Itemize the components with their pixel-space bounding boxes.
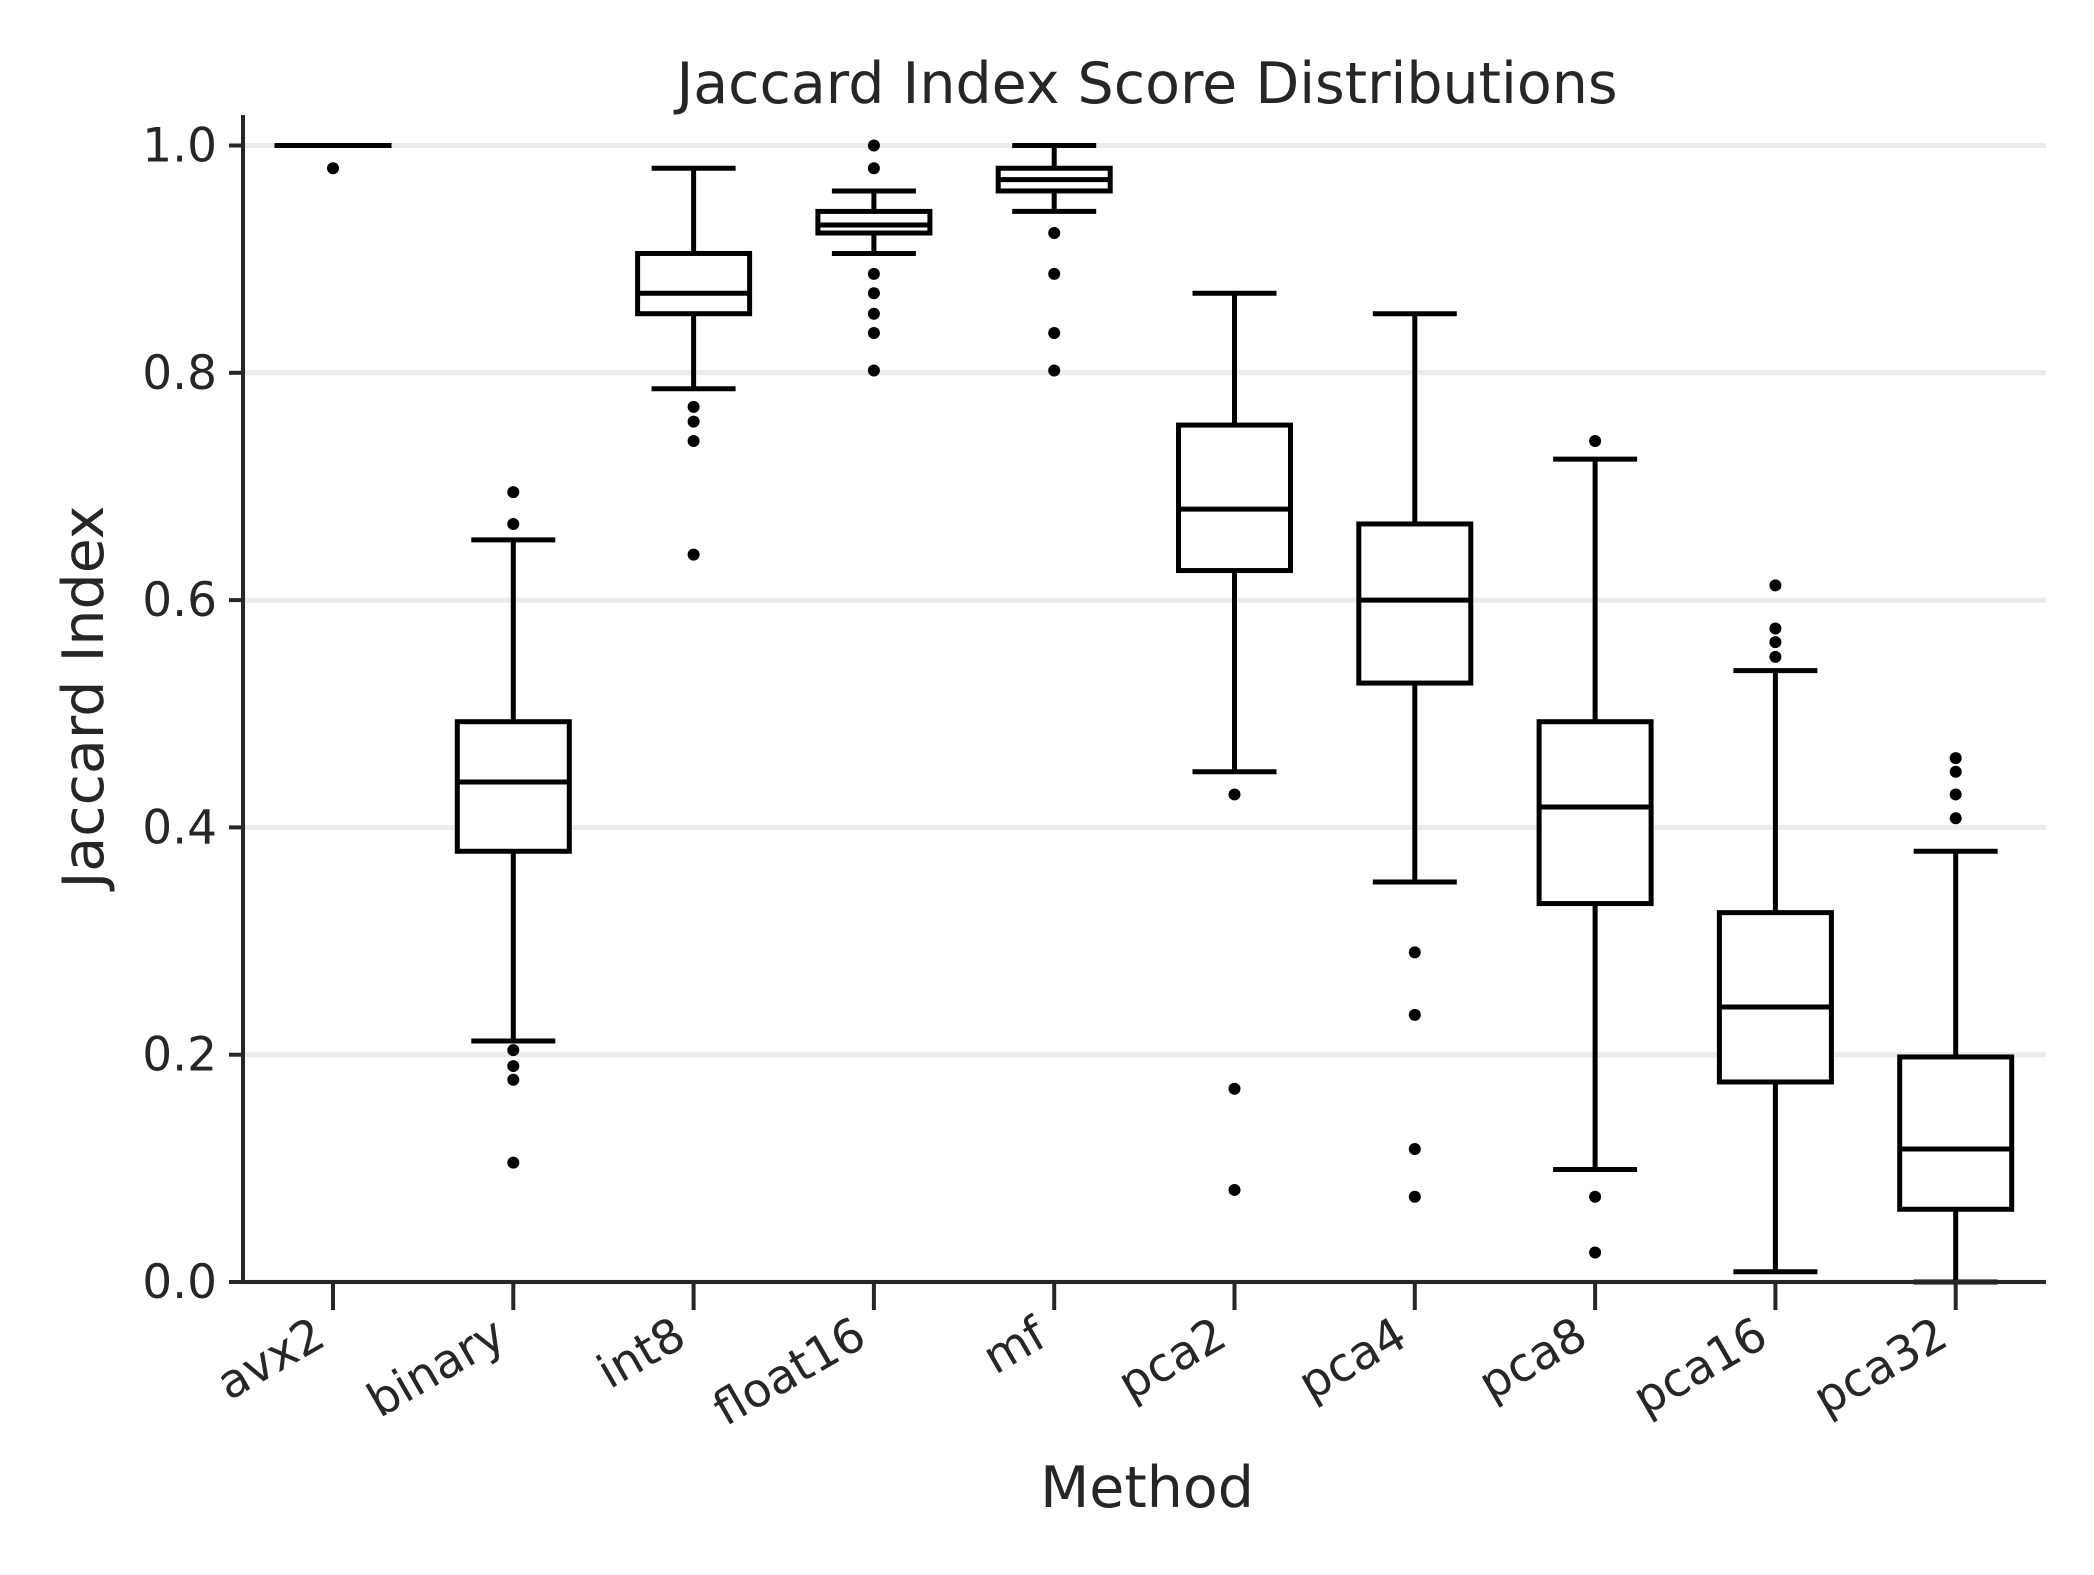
outlier-point	[1769, 623, 1781, 635]
iqr-box	[638, 253, 750, 313]
outlier-point	[868, 287, 880, 299]
x-tick-label: pca16	[1624, 1307, 1776, 1427]
outlier-point	[1229, 1083, 1241, 1095]
outlier-point	[1589, 1246, 1601, 1258]
outlier-point	[1048, 268, 1060, 280]
x-axis-label: Method	[1040, 1455, 1254, 1521]
outlier-point	[1769, 579, 1781, 591]
box-float16	[818, 140, 930, 377]
iqr-box	[1539, 722, 1651, 904]
outlier-point	[507, 1044, 519, 1056]
y-tick-label: 0.8	[142, 346, 217, 401]
box-pca4	[1359, 314, 1471, 1203]
y-tick-label: 1.0	[142, 119, 217, 174]
chart-title: Jaccard Index Score Distributions	[673, 51, 1617, 117]
outlier-point	[1229, 1184, 1241, 1196]
x-tick-label: float16	[704, 1307, 875, 1437]
box-mf	[998, 146, 1110, 377]
outlier-point	[1950, 812, 1962, 824]
x-tick-label: pca4	[1289, 1307, 1416, 1412]
x-tick-label: mf	[974, 1306, 1057, 1386]
outlier-point	[327, 162, 339, 174]
outlier-point	[507, 1074, 519, 1086]
outlier-point	[507, 1060, 519, 1072]
iqr-box	[1719, 913, 1831, 1082]
y-tick-label: 0.4	[142, 800, 217, 855]
outlier-point	[1048, 365, 1060, 377]
iqr-box	[818, 211, 930, 233]
outlier-point	[868, 268, 880, 280]
outlier-point	[868, 140, 880, 152]
boxes-layer	[277, 140, 2012, 1283]
outlier-point	[1048, 227, 1060, 239]
outlier-point	[1589, 435, 1601, 447]
x-tick-label: pca8	[1470, 1307, 1597, 1412]
x-tick-label: binary	[358, 1307, 514, 1429]
outlier-point	[868, 327, 880, 339]
iqr-box	[1900, 1057, 2012, 1209]
outlier-point	[688, 401, 700, 413]
box-int8	[638, 168, 750, 560]
outlier-point	[1950, 766, 1962, 778]
box-pca2	[1179, 293, 1291, 1196]
outlier-point	[507, 1157, 519, 1169]
x-tick-label: int8	[588, 1307, 694, 1400]
box-pca16	[1719, 579, 1831, 1271]
outlier-point	[868, 365, 880, 377]
outlier-point	[507, 486, 519, 498]
iqr-box	[1359, 524, 1471, 683]
iqr-box	[1179, 425, 1291, 570]
outlier-point	[1769, 651, 1781, 663]
x-tick-label: pca32	[1804, 1307, 1956, 1427]
outlier-point	[1769, 636, 1781, 648]
outlier-point	[1048, 327, 1060, 339]
y-tick-label: 0.0	[142, 1255, 217, 1310]
outlier-point	[1409, 1143, 1421, 1155]
outlier-point	[1229, 788, 1241, 800]
outlier-point	[1409, 946, 1421, 958]
outlier-point	[868, 308, 880, 320]
y-tick-label: 0.2	[142, 1028, 217, 1083]
outlier-point	[507, 518, 519, 530]
y-axis-label: Jaccard Index	[51, 506, 117, 892]
outlier-point	[1950, 752, 1962, 764]
iqr-box	[457, 722, 569, 852]
outlier-point	[688, 435, 700, 447]
box-pca8	[1539, 435, 1651, 1258]
outlier-point	[1409, 1009, 1421, 1021]
outlier-point	[688, 549, 700, 561]
outlier-point	[1950, 788, 1962, 800]
x-tick-label: avx2	[207, 1307, 334, 1412]
outlier-point	[688, 416, 700, 428]
x-tick-label: pca2	[1109, 1307, 1236, 1412]
box-pca32	[1900, 752, 2012, 1282]
outlier-point	[1409, 1191, 1421, 1203]
box-avx2	[277, 146, 389, 175]
outlier-point	[1589, 1191, 1601, 1203]
box-binary	[457, 486, 569, 1169]
outlier-point	[868, 162, 880, 174]
y-tick-label: 0.6	[142, 573, 217, 628]
